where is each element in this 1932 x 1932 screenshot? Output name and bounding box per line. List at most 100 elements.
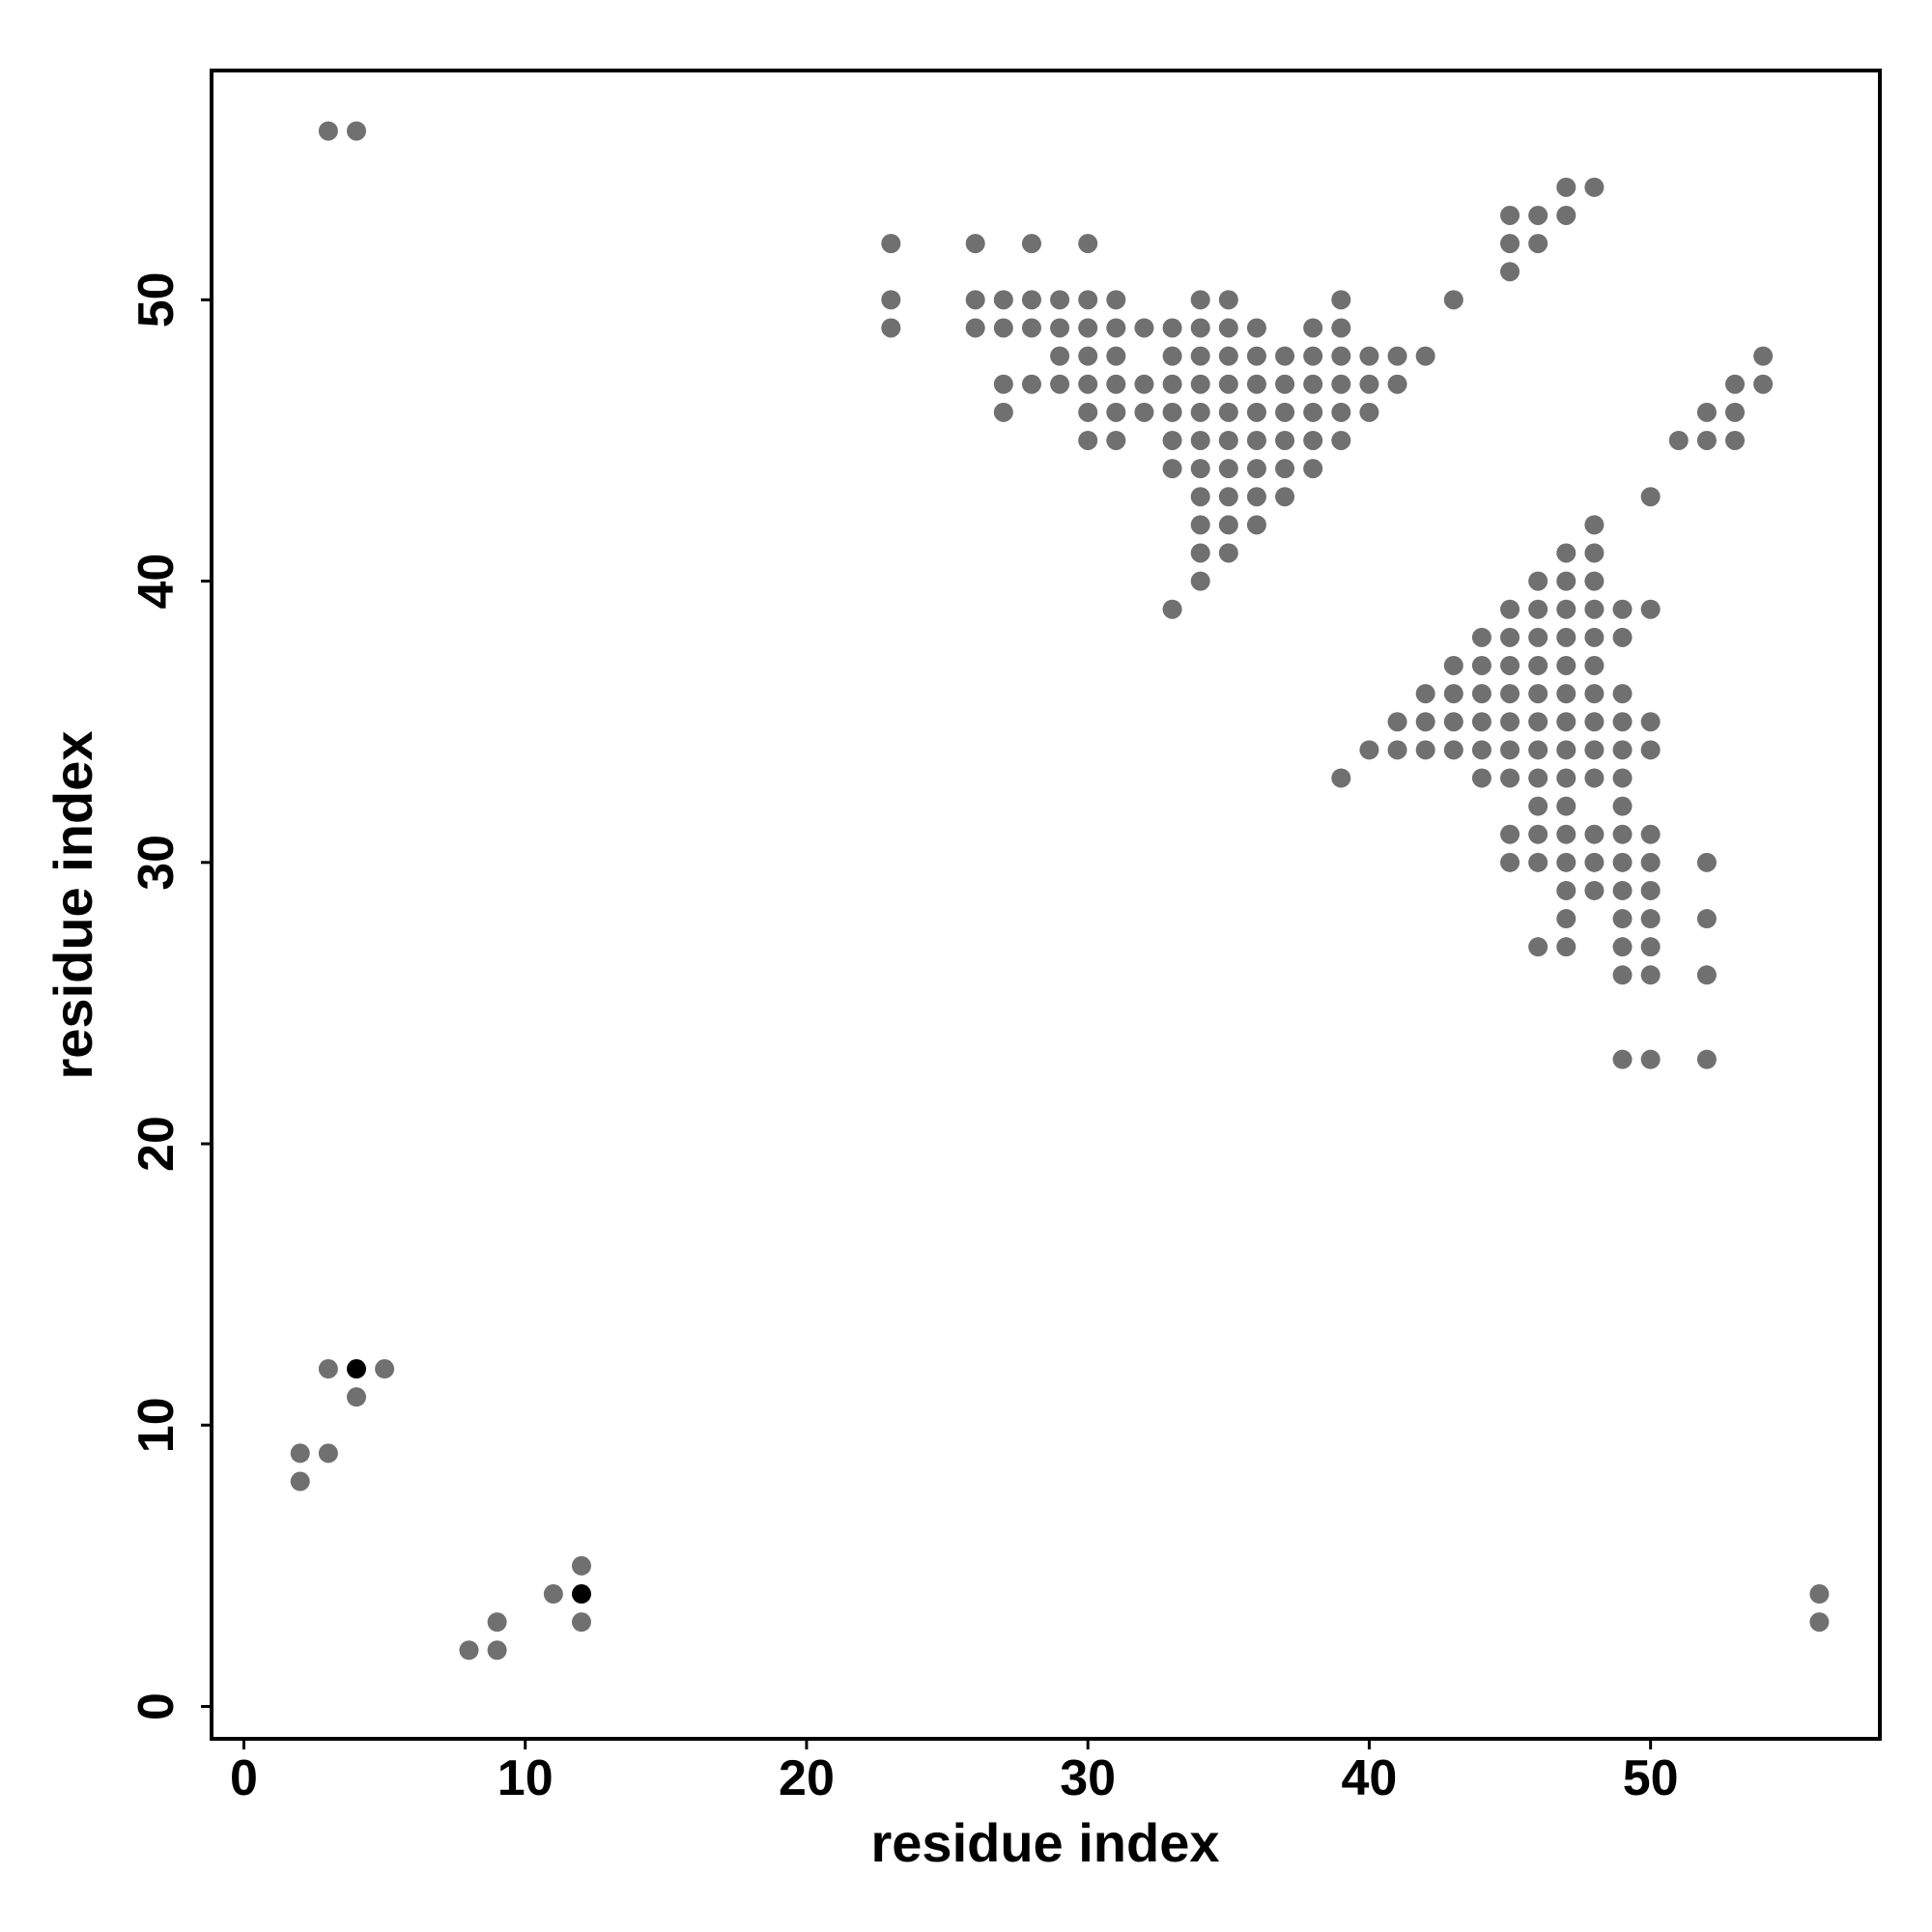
point bbox=[1303, 318, 1323, 338]
point bbox=[1528, 768, 1548, 788]
point bbox=[993, 318, 1013, 338]
point bbox=[1106, 290, 1126, 310]
y-tick-label: 10 bbox=[128, 1397, 185, 1453]
point bbox=[1500, 824, 1520, 844]
point bbox=[1246, 430, 1266, 450]
point bbox=[1078, 290, 1098, 310]
point bbox=[1612, 937, 1633, 957]
point bbox=[1500, 740, 1520, 760]
point bbox=[1190, 487, 1210, 507]
point bbox=[1809, 1584, 1830, 1605]
point bbox=[459, 1640, 479, 1661]
point bbox=[1584, 177, 1605, 197]
point bbox=[1584, 571, 1605, 591]
point bbox=[1584, 852, 1605, 872]
point bbox=[1584, 880, 1605, 900]
point bbox=[1106, 402, 1126, 422]
point bbox=[1584, 712, 1605, 732]
point bbox=[1500, 262, 1520, 282]
point bbox=[1078, 234, 1098, 254]
point bbox=[1078, 374, 1098, 394]
point bbox=[1528, 824, 1548, 844]
point bbox=[1303, 346, 1323, 366]
point bbox=[1443, 655, 1463, 675]
point bbox=[1050, 290, 1070, 310]
point bbox=[1640, 965, 1661, 985]
point bbox=[1078, 430, 1098, 450]
x-tick-label: 10 bbox=[497, 1750, 554, 1806]
point bbox=[1528, 627, 1548, 647]
point bbox=[1303, 374, 1323, 394]
point bbox=[1162, 599, 1182, 619]
point bbox=[1021, 290, 1041, 310]
point bbox=[1443, 290, 1463, 310]
x-tick-label: 50 bbox=[1623, 1750, 1679, 1806]
point bbox=[1387, 346, 1407, 366]
point bbox=[1556, 909, 1577, 929]
point bbox=[1528, 599, 1548, 619]
point bbox=[1500, 768, 1520, 788]
point bbox=[1471, 684, 1492, 704]
point bbox=[1528, 655, 1548, 675]
point bbox=[1640, 487, 1661, 507]
point bbox=[543, 1584, 563, 1605]
point bbox=[1331, 374, 1351, 394]
point bbox=[571, 1555, 591, 1576]
point bbox=[993, 374, 1013, 394]
x-tick-label: 20 bbox=[779, 1750, 835, 1806]
point bbox=[1612, 796, 1633, 816]
point bbox=[1050, 318, 1070, 338]
point bbox=[1331, 402, 1351, 422]
point bbox=[1612, 740, 1633, 760]
point bbox=[1528, 712, 1548, 732]
point bbox=[1753, 374, 1774, 394]
point bbox=[993, 290, 1013, 310]
point bbox=[1696, 430, 1717, 450]
point bbox=[1556, 543, 1577, 563]
point bbox=[1640, 880, 1661, 900]
point bbox=[1275, 487, 1295, 507]
x-tick-label: 30 bbox=[1060, 1750, 1116, 1806]
point bbox=[1218, 290, 1238, 310]
point bbox=[290, 1443, 310, 1463]
point bbox=[1528, 234, 1548, 254]
point bbox=[1528, 571, 1548, 591]
point bbox=[1471, 740, 1492, 760]
point bbox=[1078, 318, 1098, 338]
point bbox=[1556, 740, 1577, 760]
point bbox=[346, 121, 366, 141]
point bbox=[1415, 712, 1435, 732]
point bbox=[1134, 318, 1154, 338]
point bbox=[1725, 374, 1746, 394]
point bbox=[1584, 543, 1605, 563]
point bbox=[1162, 402, 1182, 422]
x-tick-label: 40 bbox=[1341, 1750, 1397, 1806]
point bbox=[1443, 740, 1463, 760]
point bbox=[1106, 374, 1126, 394]
point bbox=[1640, 599, 1661, 619]
point bbox=[571, 1584, 591, 1605]
point bbox=[1696, 402, 1717, 422]
point bbox=[1471, 768, 1492, 788]
point bbox=[1528, 796, 1548, 816]
plot-frame bbox=[210, 69, 1882, 1741]
point bbox=[965, 290, 985, 310]
point bbox=[1275, 430, 1295, 450]
point bbox=[1134, 402, 1154, 422]
point bbox=[1584, 740, 1605, 760]
point bbox=[1218, 430, 1238, 450]
point bbox=[1218, 459, 1238, 479]
point bbox=[375, 1359, 395, 1379]
point bbox=[1021, 234, 1041, 254]
point bbox=[881, 234, 901, 254]
point bbox=[1387, 712, 1407, 732]
point bbox=[1190, 430, 1210, 450]
point bbox=[1809, 1612, 1830, 1633]
point bbox=[1275, 402, 1295, 422]
point bbox=[1612, 599, 1633, 619]
point bbox=[1218, 374, 1238, 394]
point bbox=[1584, 515, 1605, 535]
point bbox=[1612, 824, 1633, 844]
point bbox=[1640, 937, 1661, 957]
